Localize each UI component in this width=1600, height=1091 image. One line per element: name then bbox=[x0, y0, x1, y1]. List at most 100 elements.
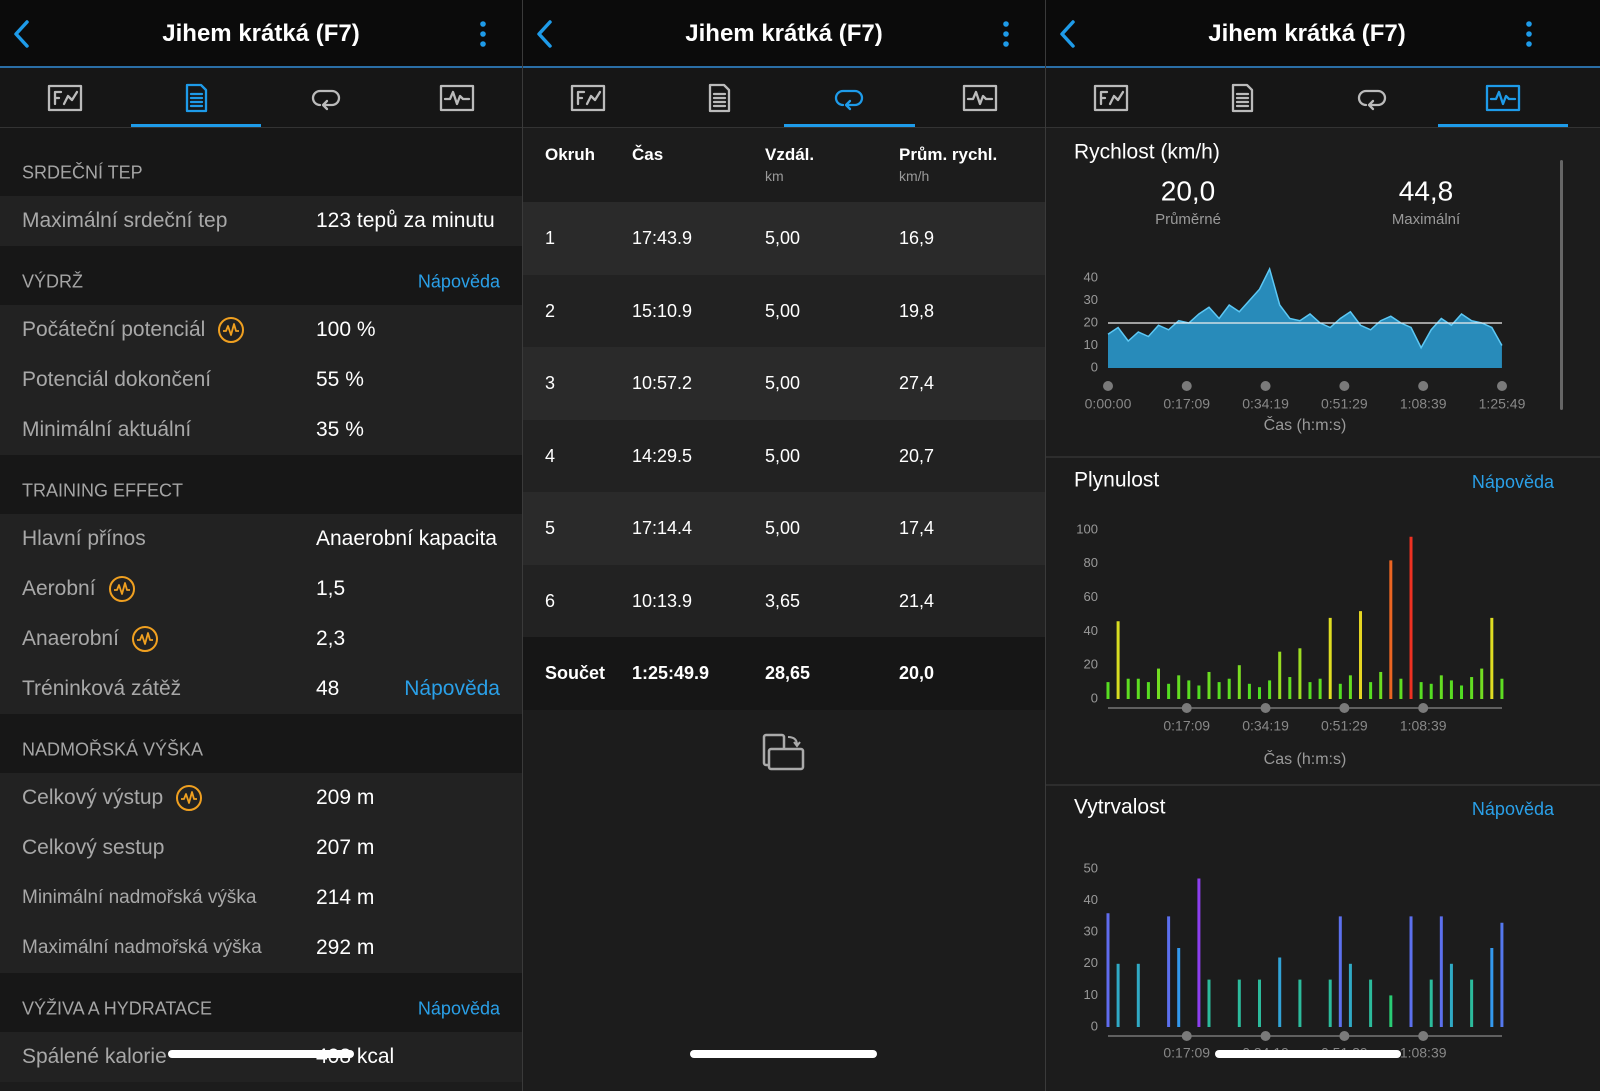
tab[interactable] bbox=[131, 68, 262, 127]
x-tick-label: 0:17:09 bbox=[1163, 1045, 1210, 1061]
tab-bar bbox=[523, 68, 1045, 128]
y-tick-label: 10 bbox=[1084, 337, 1098, 352]
help-link[interactable]: Nápověda bbox=[417, 998, 500, 1019]
y-tick-label: 100 bbox=[1076, 521, 1098, 536]
row-label: Potenciál dokončení bbox=[22, 368, 211, 392]
tab-icon bbox=[1358, 89, 1387, 110]
lap-cell: 20,0 bbox=[899, 663, 935, 683]
tab[interactable] bbox=[1438, 68, 1569, 127]
tab-icon bbox=[708, 83, 730, 112]
x-tick-label: 0:34:19 bbox=[1242, 396, 1289, 412]
column-unit: km/h bbox=[899, 168, 930, 184]
laps-header: Okruh Čas Vzdál. km Prům. rychl. km/h bbox=[523, 128, 1045, 202]
lap-cell: 2 bbox=[545, 300, 556, 321]
y-tick-label: 20 bbox=[1084, 955, 1098, 970]
tab[interactable] bbox=[1307, 68, 1438, 127]
tab[interactable] bbox=[1046, 68, 1177, 127]
section-header: TRAINING EFFECT bbox=[0, 455, 522, 514]
menu-button[interactable] bbox=[997, 20, 1015, 50]
x-tick-dot bbox=[1339, 1031, 1350, 1041]
back-button[interactable] bbox=[535, 19, 555, 49]
icon-ring bbox=[176, 785, 203, 811]
icon-wave bbox=[113, 582, 130, 595]
icon-stroke bbox=[708, 83, 730, 112]
help-link[interactable]: Nápověda bbox=[1472, 472, 1555, 492]
tab[interactable] bbox=[654, 68, 785, 127]
tab[interactable] bbox=[784, 68, 915, 127]
header: Jihem krátká (F7) bbox=[523, 0, 1045, 68]
lap-cell: 10:13.9 bbox=[632, 590, 693, 611]
icon-ring bbox=[131, 626, 158, 652]
y-tick-label: 50 bbox=[1084, 860, 1098, 875]
chart-title: Plynulost bbox=[1074, 469, 1159, 492]
icon-stroke bbox=[962, 84, 997, 111]
row-value: 207 m bbox=[316, 836, 375, 859]
x-tick-label: 1:08:39 bbox=[1400, 1045, 1447, 1061]
menu-button[interactable] bbox=[1520, 20, 1538, 50]
tab-icon bbox=[1094, 84, 1129, 111]
tab[interactable] bbox=[0, 68, 131, 127]
x-tick-dot bbox=[1103, 381, 1113, 391]
column-label: Prům. rychl. bbox=[899, 145, 998, 164]
x-tick-dot bbox=[1497, 381, 1507, 391]
lap-cell: 4 bbox=[545, 445, 556, 466]
menu-dot bbox=[480, 21, 486, 27]
icon-wave bbox=[181, 791, 198, 804]
summary-screen: Jihem krátká (F7) SRDEČNÍ TEP Maximální sr… bbox=[0, 0, 522, 1091]
menu-button[interactable] bbox=[474, 20, 492, 50]
tab[interactable] bbox=[392, 68, 523, 127]
icon-wave bbox=[223, 323, 240, 336]
icon-stroke bbox=[1100, 90, 1125, 105]
icon-stroke bbox=[571, 84, 606, 111]
back-button[interactable] bbox=[12, 19, 32, 49]
rotate-icon[interactable] bbox=[761, 732, 807, 772]
potential-icon bbox=[108, 576, 135, 602]
row-label: Anaerobní bbox=[22, 625, 159, 653]
y-tick-label: 30 bbox=[1084, 924, 1098, 939]
lap-row: 4 14:29.5 5,00 20,7 bbox=[523, 419, 1045, 493]
tab[interactable] bbox=[261, 68, 392, 127]
summary-row: Celkový sestup 207 m bbox=[0, 823, 522, 873]
row-label: Celkový výstup bbox=[22, 784, 203, 812]
tab-bar bbox=[1046, 68, 1600, 128]
lap-cell: 16,9 bbox=[899, 228, 935, 248]
laps-total: Součet 1:25:49.9 28,65 20,0 bbox=[523, 637, 1045, 710]
y-tick-label: 60 bbox=[1084, 589, 1098, 604]
tab[interactable] bbox=[523, 68, 654, 127]
speed-area bbox=[1108, 269, 1502, 368]
chevron bbox=[537, 20, 552, 48]
icon-stroke bbox=[1358, 89, 1387, 110]
x-tick-dot bbox=[1181, 1031, 1192, 1041]
tab[interactable] bbox=[915, 68, 1046, 127]
icon-stroke bbox=[1489, 90, 1516, 105]
help-link[interactable]: Nápověda bbox=[404, 677, 500, 700]
x-tick-dot bbox=[1339, 381, 1350, 391]
y-tick-label: 30 bbox=[1084, 292, 1098, 307]
chevron bbox=[14, 20, 29, 48]
tab-icon bbox=[571, 84, 606, 111]
help-link[interactable]: Nápověda bbox=[417, 271, 500, 292]
row-label-text: Celkový sestup bbox=[22, 836, 165, 859]
row-label: Maximální nadmořská výška bbox=[22, 937, 262, 959]
summary-row: Minimální nadmořská výška 214 m bbox=[0, 873, 522, 923]
stat-value: 44,8 bbox=[1399, 175, 1454, 206]
help-link[interactable]: Nápověda bbox=[1472, 799, 1555, 819]
summary-row: Potenciál dokončení 55 % bbox=[0, 355, 522, 405]
lap-row: 5 17:14.4 5,00 17,4 bbox=[523, 492, 1045, 565]
x-tick-label: 0:17:09 bbox=[1163, 718, 1210, 734]
icon-ring bbox=[108, 576, 135, 602]
row-label-text: Tréninková zátěž bbox=[22, 677, 182, 700]
y-tick-label: 40 bbox=[1084, 269, 1098, 284]
x-tick-dot bbox=[1260, 703, 1271, 713]
header: Jihem krátká (F7) bbox=[0, 0, 522, 68]
screen-title: Jihem krátká (F7) bbox=[162, 20, 360, 47]
summary-row: Hlavní přínos Anaerobní kapacita bbox=[0, 514, 522, 564]
lap-row: 6 10:13.9 3,65 21,4 bbox=[523, 564, 1045, 638]
y-tick-label: 80 bbox=[1084, 555, 1098, 570]
tab[interactable] bbox=[1177, 68, 1308, 127]
row-label-text: Celkový výstup bbox=[22, 786, 164, 809]
x-axis-label: Čas (h:m:s) bbox=[1264, 749, 1347, 768]
summary-row: Počáteční potenciál 100 % bbox=[0, 305, 522, 355]
icon-stroke bbox=[1485, 84, 1520, 111]
back-button[interactable] bbox=[1058, 19, 1078, 49]
